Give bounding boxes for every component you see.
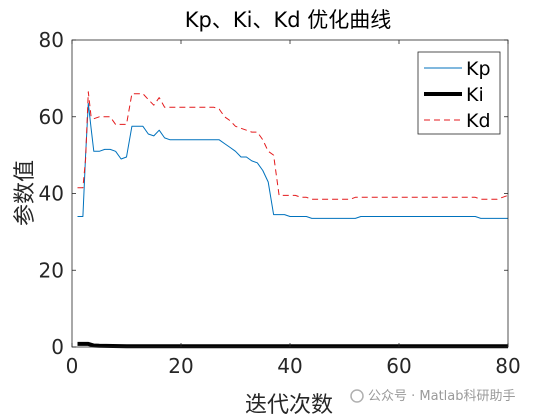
y-tick-label: 60 bbox=[39, 105, 64, 129]
x-tick-label: 80 bbox=[495, 354, 520, 378]
axis-ticks: 0 20 40 60 80 0 20 40 60 80 bbox=[39, 28, 521, 378]
x-axis-label: 迭代次数 bbox=[245, 393, 333, 418]
x-tick-label: 60 bbox=[386, 354, 411, 378]
legend-label-kp: Kp bbox=[466, 58, 491, 80]
chart-title: Kp、Ki、Kd 优化曲线 bbox=[185, 8, 391, 32]
series-line-kd bbox=[77, 91, 509, 200]
legend-label-kd: Kd bbox=[466, 110, 491, 132]
y-tick-label: 40 bbox=[39, 182, 64, 206]
watermark: 公众号 · Matlab科研助手 bbox=[350, 389, 516, 404]
x-tick-label: 20 bbox=[168, 354, 193, 378]
y-tick-label: 80 bbox=[39, 28, 64, 52]
legend-label-ki: Ki bbox=[466, 84, 484, 106]
y-axis-label: 参数值 bbox=[13, 160, 38, 226]
legend: Kp Ki Kd bbox=[417, 51, 501, 135]
watermark-text: 公众号 · Matlab科研助手 bbox=[368, 389, 516, 404]
series-line-ki bbox=[77, 341, 508, 349]
wechat-logo-icon bbox=[350, 389, 364, 403]
y-tick-label: 20 bbox=[39, 258, 64, 282]
x-tick-label: 0 bbox=[66, 354, 79, 378]
series-line-kp bbox=[77, 102, 508, 219]
x-tick-label: 40 bbox=[277, 354, 302, 378]
y-tick-label: 0 bbox=[51, 335, 64, 359]
